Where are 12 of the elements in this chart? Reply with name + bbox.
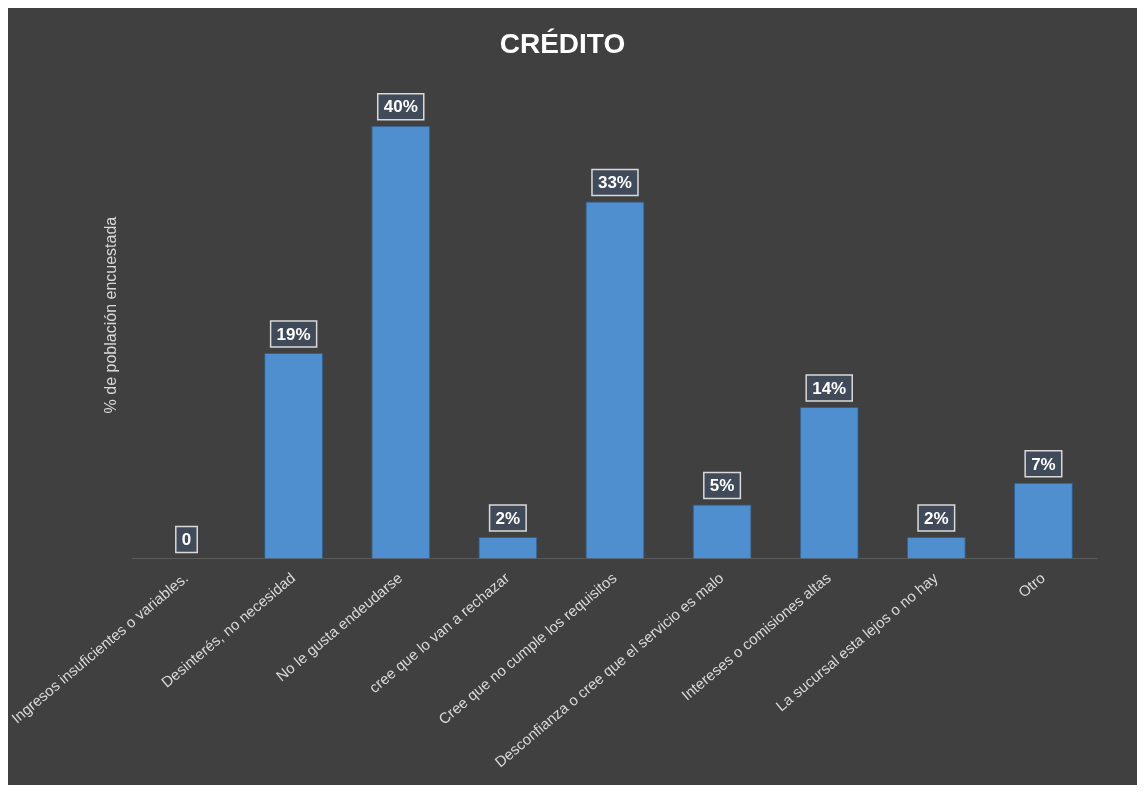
data-label: 14% [812, 378, 847, 398]
data-label: 5% [709, 476, 735, 496]
chart-title: CRÉDITO [499, 27, 626, 59]
data-label: 33% [597, 173, 632, 193]
data-label: 0 [181, 530, 192, 550]
x-tick-label: Otro [1014, 568, 1049, 601]
data-label: 2% [924, 508, 949, 528]
data-label: 19% [276, 324, 311, 344]
data-label: 7% [1031, 454, 1056, 474]
data-label: 40% [383, 97, 418, 117]
y-axis-title: % de población encuestada [101, 216, 119, 414]
data-label: 2% [495, 508, 521, 528]
